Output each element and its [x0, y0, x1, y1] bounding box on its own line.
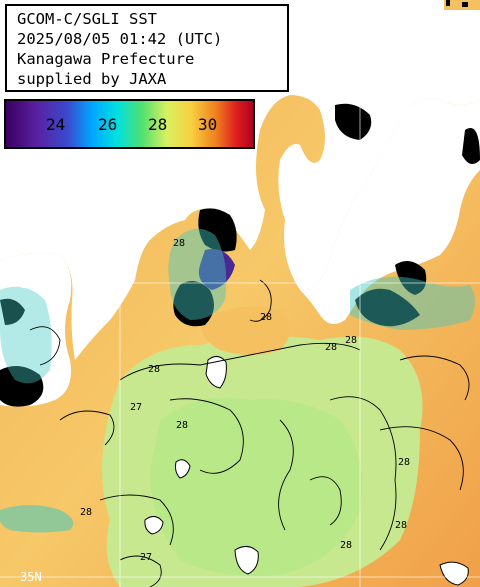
contour-label: 28: [345, 335, 357, 346]
sst-contours: [29, 279, 470, 587]
colorbar-tick: 26: [98, 115, 118, 134]
info-line-datetime: 2025/08/05 01:42 (UTC): [17, 30, 223, 48]
cloud-north-1: [198, 208, 237, 252]
contour-label: 28: [395, 520, 407, 531]
contour-label: 28: [398, 457, 410, 468]
cloud-coldest-1: [198, 249, 235, 290]
contour-label: 28: [148, 364, 160, 375]
bay-cool-region-2: [150, 397, 363, 576]
cloud-east-1: [355, 288, 420, 327]
island-3: [234, 546, 259, 575]
colorbar-tick: 24: [46, 115, 66, 134]
land-east: [300, 99, 480, 324]
info-line-product: GCOM-C/SGLI SST: [17, 10, 157, 28]
cool-east-coast: [350, 276, 475, 330]
colorbar-gradient: [6, 101, 253, 147]
cloud-northeast: [335, 103, 372, 140]
contour-label: 28: [80, 507, 92, 518]
cloud-far-east: [462, 128, 480, 164]
lat-label: 35N: [20, 570, 42, 584]
contour-label: 27: [140, 552, 152, 563]
contour-label: 28: [176, 420, 188, 431]
cloud-north-2: [173, 281, 214, 327]
contour-label: 28: [340, 540, 352, 551]
cloud-speck-2: [446, 0, 450, 6]
info-box: GCOM-C/SGLI SST 2025/08/05 01:42 (UTC) K…: [5, 4, 289, 92]
island-2: [144, 516, 164, 535]
island-5: [175, 459, 191, 479]
cool-north-bay: [168, 228, 227, 320]
cloud-east-2: [395, 261, 427, 295]
contour-label: 28: [325, 342, 337, 353]
bay-warm-patch: [200, 306, 290, 355]
cool-west-coast: [0, 286, 52, 384]
cloud-west-2: [0, 298, 25, 325]
info-line-credit: supplied by JAXA: [17, 70, 167, 88]
contour-label: 28: [173, 238, 185, 249]
contour-label: 28: [260, 312, 272, 323]
island-4: [439, 561, 469, 586]
colorbar-tick: 30: [198, 115, 218, 134]
cloud-speck-3: [462, 2, 468, 7]
colorbar-legend: 24 26 28 30: [4, 99, 255, 149]
info-line-region: Kanagawa Prefecture: [17, 50, 195, 68]
colorbar-tick: 28: [148, 115, 168, 134]
lat-label: 35N: [20, 277, 42, 291]
contour-labels: 28 28 27 28 28 28 28 28 28 27 28 28: [80, 238, 410, 563]
island-1: [205, 356, 227, 389]
cool-southwest: [0, 505, 74, 533]
cloud-west-1: [0, 366, 44, 407]
contour-label: 27: [130, 402, 142, 413]
